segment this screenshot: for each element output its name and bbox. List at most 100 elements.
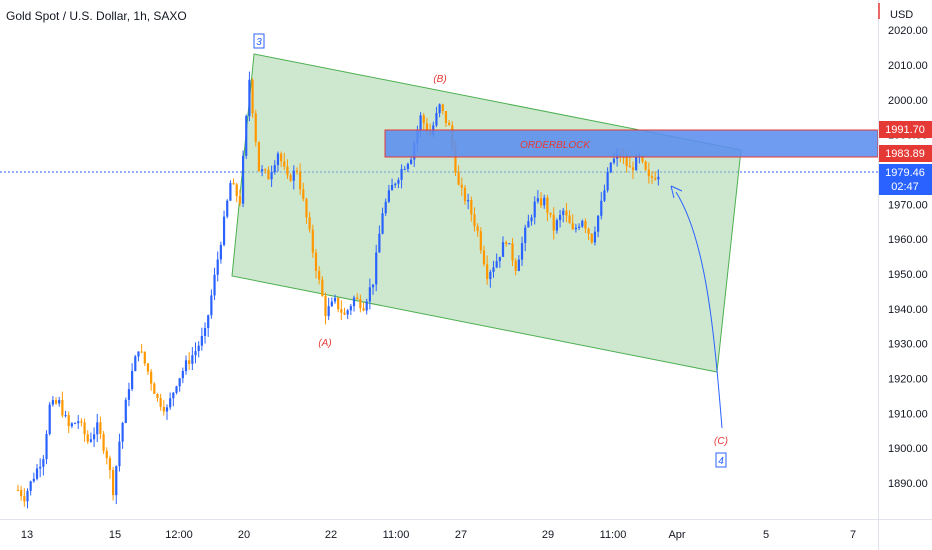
candle-body: [229, 183, 232, 201]
time-tick-label: 5: [763, 529, 769, 541]
candle-body: [362, 308, 365, 311]
price-tick-label: 1960.00: [888, 234, 928, 246]
candle-body: [67, 415, 70, 427]
projection-arrow[interactable]: [675, 191, 723, 429]
candle-body: [165, 407, 169, 412]
candle-body: [83, 422, 86, 435]
candle-body: [384, 201, 387, 214]
candle-body: [378, 233, 381, 253]
candle-body: [425, 123, 429, 132]
candle-body: [48, 404, 51, 434]
candle-body: [530, 217, 533, 222]
price-axis[interactable]: [878, 0, 932, 550]
candle-body: [628, 165, 631, 168]
candle-body: [112, 470, 115, 496]
candle-body: [435, 113, 438, 126]
candle-body: [444, 111, 448, 123]
candles: [16, 71, 660, 509]
wave-a-label: (A): [318, 338, 331, 349]
candle-body: [16, 489, 20, 491]
projection-arrowhead: [670, 185, 683, 199]
price-tick-label: 2020.00: [888, 25, 928, 37]
candle-body: [337, 297, 340, 310]
candle-body: [264, 169, 267, 171]
candle-body: [235, 184, 238, 197]
countdown-timer: 02:47: [891, 181, 919, 193]
candle-body: [517, 259, 520, 271]
candle-body: [150, 371, 153, 384]
price-axis-ticks: 1890.00 1900.00 1910.00 1920.00 1930.00 1940.…: [888, 25, 928, 490]
candle-body: [590, 233, 593, 243]
candle-body: [140, 351, 143, 353]
candle-body: [533, 201, 536, 218]
candle-body: [311, 229, 314, 253]
price-tick-label: 1900.00: [888, 443, 928, 455]
candle-body: [539, 198, 543, 206]
candle-body: [476, 226, 479, 232]
candle-body: [581, 220, 584, 227]
time-tick-label: 7: [850, 529, 856, 541]
candle-body: [641, 156, 644, 162]
candle-body: [108, 458, 112, 471]
candle-body: [254, 113, 257, 142]
candle-body: [86, 434, 89, 442]
candle-body: [438, 104, 441, 114]
candle-body: [597, 215, 600, 232]
orderblock-zone[interactable]: [384, 129, 879, 158]
candle-body: [330, 301, 333, 307]
candle-body: [400, 169, 403, 180]
candle-body: [635, 157, 638, 171]
candle-body: [257, 141, 261, 172]
candle-body: [356, 297, 359, 299]
price-tick-label: 1950.00: [888, 269, 928, 281]
candle-body: [42, 459, 45, 467]
last-price-badge: [879, 164, 932, 195]
candle-body: [409, 159, 413, 164]
candle-body: [153, 383, 156, 394]
candle-body: [289, 175, 292, 181]
candle-body: [327, 306, 330, 317]
candle-body: [207, 315, 210, 329]
candle-body: [463, 187, 467, 202]
candle-body: [359, 298, 362, 309]
candle-body: [352, 297, 356, 307]
candle-body: [625, 157, 628, 166]
level-high-badge: [879, 121, 932, 138]
candle-body: [495, 261, 498, 268]
candle-body: [333, 297, 337, 302]
candle-body: [51, 400, 54, 405]
currency-label[interactable]: USD: [890, 9, 914, 21]
candle-body: [467, 200, 470, 202]
price-tick-label: 1910.00: [888, 408, 928, 420]
candle-body: [390, 184, 394, 191]
candle-body: [23, 496, 26, 502]
candle-body: [105, 450, 108, 459]
candle-body: [587, 228, 590, 234]
candle-body: [565, 210, 568, 216]
candle-body: [489, 271, 492, 280]
candle-body: [622, 157, 625, 159]
candle-body: [571, 223, 574, 230]
candle-body: [305, 198, 308, 218]
candle-body: [20, 490, 23, 497]
candle-body: [349, 306, 352, 311]
symbol-title[interactable]: Gold Spot / U.S. Dollar, 1h, SAXO: [6, 9, 187, 23]
candle-body: [650, 176, 654, 178]
candle-body: [191, 355, 194, 364]
candle-body: [441, 104, 444, 112]
candle-body: [609, 162, 612, 173]
candle-body: [118, 441, 121, 467]
candle-body: [473, 214, 476, 227]
candle-body: [181, 370, 184, 379]
candle-body: [406, 163, 410, 170]
candle-body: [184, 360, 188, 371]
time-tick-label: 11:00: [600, 529, 627, 541]
candle-body: [124, 399, 127, 423]
candle-body: [555, 220, 558, 231]
candle-body: [54, 400, 58, 404]
candle-body: [498, 256, 501, 262]
candle-body: [45, 433, 48, 460]
candle-body: [295, 170, 299, 172]
candle-body: [577, 226, 581, 228]
